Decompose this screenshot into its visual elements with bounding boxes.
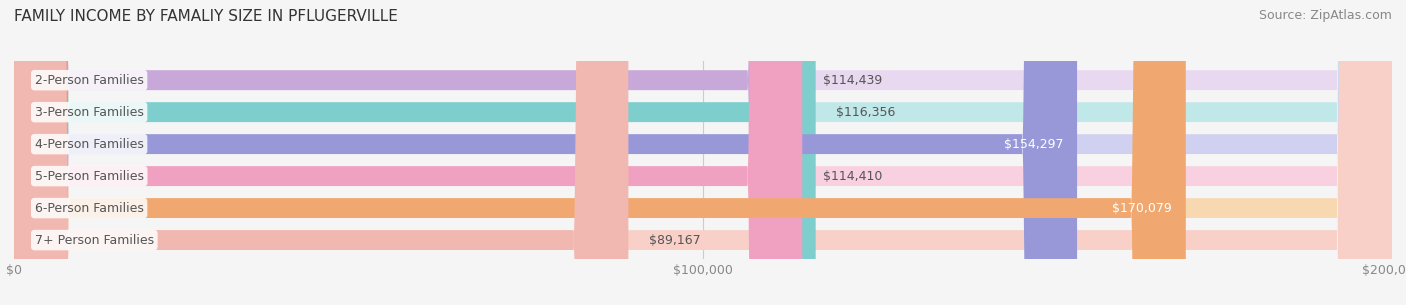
- FancyBboxPatch shape: [14, 0, 1392, 305]
- FancyBboxPatch shape: [14, 0, 815, 305]
- FancyBboxPatch shape: [14, 0, 803, 305]
- Text: 2-Person Families: 2-Person Families: [35, 74, 143, 87]
- FancyBboxPatch shape: [14, 0, 628, 305]
- Text: $114,410: $114,410: [823, 170, 883, 183]
- Text: 3-Person Families: 3-Person Families: [35, 106, 143, 119]
- Text: $116,356: $116,356: [837, 106, 896, 119]
- FancyBboxPatch shape: [14, 0, 1392, 305]
- Text: FAMILY INCOME BY FAMALIY SIZE IN PFLUGERVILLE: FAMILY INCOME BY FAMALIY SIZE IN PFLUGER…: [14, 9, 398, 24]
- FancyBboxPatch shape: [14, 0, 1392, 305]
- Text: Source: ZipAtlas.com: Source: ZipAtlas.com: [1258, 9, 1392, 22]
- FancyBboxPatch shape: [14, 0, 1392, 305]
- Text: $154,297: $154,297: [1004, 138, 1063, 151]
- Text: 5-Person Families: 5-Person Families: [35, 170, 143, 183]
- Text: $170,079: $170,079: [1112, 202, 1173, 215]
- Text: 4-Person Families: 4-Person Families: [35, 138, 143, 151]
- Text: $89,167: $89,167: [650, 234, 700, 246]
- FancyBboxPatch shape: [14, 0, 803, 305]
- FancyBboxPatch shape: [14, 0, 1392, 305]
- FancyBboxPatch shape: [14, 0, 1185, 305]
- Text: 6-Person Families: 6-Person Families: [35, 202, 143, 215]
- Text: $114,439: $114,439: [823, 74, 883, 87]
- Text: 7+ Person Families: 7+ Person Families: [35, 234, 153, 246]
- FancyBboxPatch shape: [14, 0, 1392, 305]
- FancyBboxPatch shape: [14, 0, 1077, 305]
